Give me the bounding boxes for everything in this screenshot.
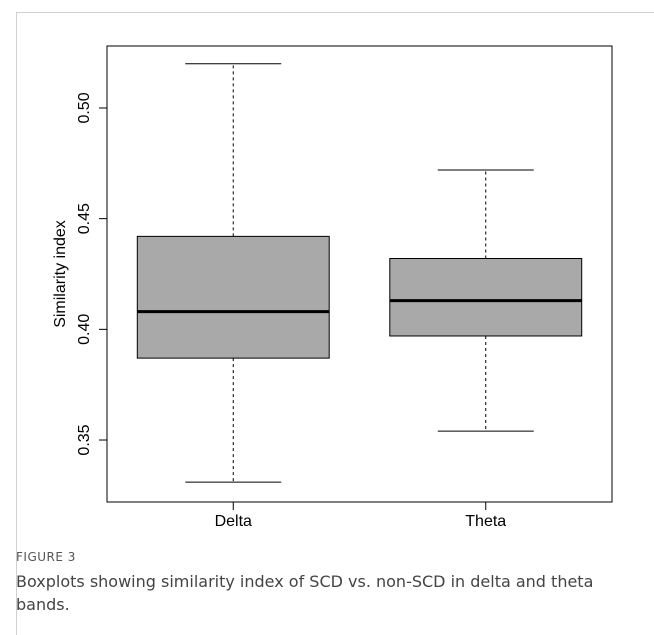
box-delta: [136, 63, 330, 483]
y-axis: 0.35 0.40 0.45 0.50: [76, 92, 108, 456]
figure-caption: Boxplots showing similarity index of SCD…: [16, 572, 594, 614]
iqr-box: [389, 258, 583, 337]
boxplot-chart: 0.35 0.40 0.45 0.50 Delta Theta Similarity i…: [52, 45, 613, 530]
box-theta: [389, 169, 583, 432]
y-tick-label: 0.50: [76, 92, 93, 123]
figure-frame-left: [16, 12, 17, 635]
figure-frame-top: [16, 12, 654, 13]
y-tick-label: 0.35: [76, 424, 93, 455]
figure-label: FIGURE 3: [16, 550, 76, 564]
x-tick-label: Delta: [215, 513, 252, 530]
y-tick-label: 0.45: [76, 203, 93, 234]
iqr-box: [136, 235, 330, 359]
x-tick-label: Theta: [465, 513, 506, 530]
y-axis-label: Similarity index: [52, 220, 69, 328]
x-axis: Delta Theta: [215, 502, 506, 530]
box-series: [136, 63, 583, 483]
y-tick-label: 0.40: [76, 314, 93, 345]
